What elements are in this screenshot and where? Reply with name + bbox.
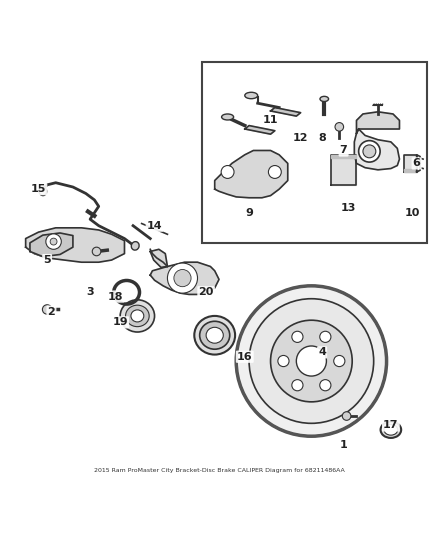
- Polygon shape: [245, 126, 275, 134]
- Ellipse shape: [222, 114, 233, 120]
- Ellipse shape: [131, 241, 139, 250]
- Polygon shape: [331, 155, 357, 158]
- Text: 10: 10: [405, 208, 420, 218]
- Text: 1: 1: [340, 440, 347, 450]
- Polygon shape: [357, 112, 399, 133]
- Circle shape: [221, 166, 234, 179]
- Text: 13: 13: [340, 204, 356, 214]
- Text: 6: 6: [413, 158, 420, 168]
- Circle shape: [42, 305, 52, 314]
- Text: 7: 7: [340, 146, 347, 156]
- Text: 20: 20: [198, 287, 214, 297]
- Text: 5: 5: [43, 255, 51, 265]
- Polygon shape: [404, 155, 417, 172]
- Circle shape: [236, 286, 387, 436]
- Ellipse shape: [384, 424, 398, 435]
- Circle shape: [167, 263, 198, 293]
- Circle shape: [278, 356, 289, 367]
- Text: 4: 4: [318, 348, 326, 358]
- Text: 12: 12: [293, 133, 308, 143]
- Polygon shape: [215, 150, 288, 198]
- Circle shape: [320, 331, 331, 342]
- Ellipse shape: [381, 422, 401, 438]
- Text: 2: 2: [48, 306, 55, 317]
- Bar: [202, 62, 427, 243]
- Circle shape: [292, 331, 303, 342]
- Polygon shape: [354, 129, 399, 170]
- Polygon shape: [331, 155, 357, 185]
- Circle shape: [343, 411, 351, 421]
- Text: 3: 3: [86, 287, 94, 297]
- Ellipse shape: [126, 305, 149, 327]
- Ellipse shape: [120, 300, 155, 332]
- Circle shape: [249, 298, 374, 423]
- Circle shape: [297, 346, 326, 376]
- Ellipse shape: [194, 316, 235, 354]
- Polygon shape: [150, 262, 219, 294]
- Circle shape: [92, 247, 101, 256]
- Circle shape: [46, 234, 61, 249]
- Circle shape: [268, 166, 281, 179]
- Circle shape: [335, 123, 343, 131]
- Text: 15: 15: [31, 184, 46, 194]
- Text: 16: 16: [237, 352, 253, 362]
- Ellipse shape: [131, 310, 144, 322]
- Polygon shape: [150, 249, 167, 268]
- Text: 8: 8: [318, 133, 326, 143]
- Circle shape: [334, 356, 345, 367]
- Polygon shape: [26, 228, 124, 262]
- Ellipse shape: [245, 92, 258, 99]
- Polygon shape: [404, 169, 417, 172]
- Text: 17: 17: [383, 421, 399, 431]
- Text: 9: 9: [245, 208, 253, 218]
- Text: 19: 19: [113, 317, 128, 327]
- Text: 14: 14: [147, 221, 162, 231]
- Circle shape: [363, 145, 376, 158]
- Circle shape: [292, 379, 303, 391]
- Ellipse shape: [200, 321, 230, 349]
- Circle shape: [271, 320, 352, 402]
- Polygon shape: [271, 108, 300, 116]
- Circle shape: [50, 238, 57, 245]
- Circle shape: [174, 270, 191, 287]
- Text: 18: 18: [108, 292, 124, 302]
- Ellipse shape: [39, 187, 47, 196]
- Text: 11: 11: [263, 116, 278, 125]
- Circle shape: [320, 379, 331, 391]
- Ellipse shape: [206, 327, 223, 343]
- Text: 2015 Ram ProMaster City Bracket-Disc Brake CALIPER Diagram for 68211486AA: 2015 Ram ProMaster City Bracket-Disc Bra…: [94, 468, 344, 473]
- Circle shape: [359, 141, 380, 162]
- Polygon shape: [30, 233, 73, 256]
- Ellipse shape: [320, 96, 328, 101]
